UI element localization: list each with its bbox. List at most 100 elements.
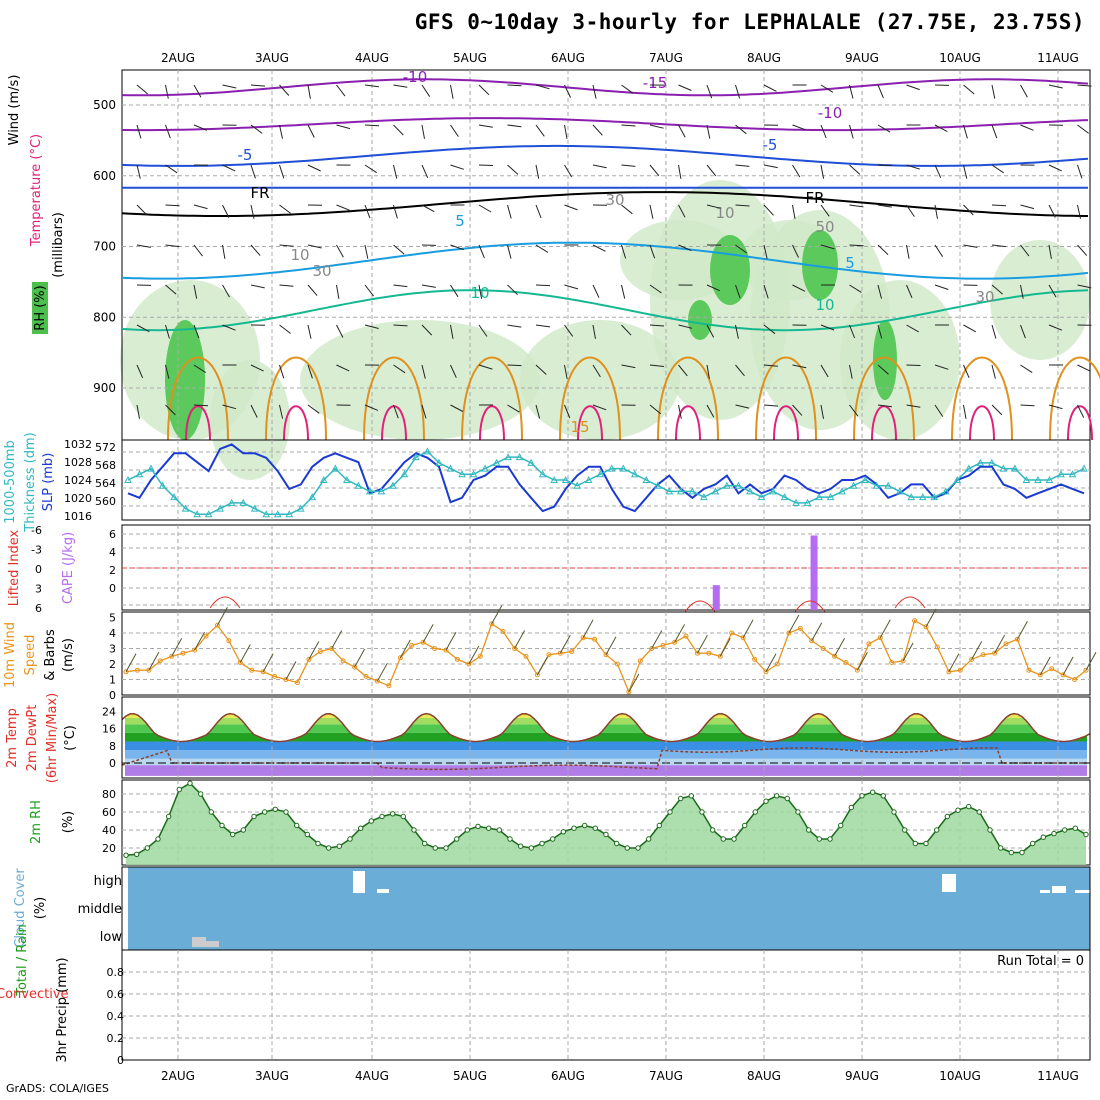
wind-barb [1020,324,1026,339]
wind-barb [592,284,600,298]
thickness-marker [573,481,582,489]
rh-marker [358,825,364,831]
surface-wind-barb [468,645,480,665]
rh-panel: 80 60 40 20 2m RH (%) [29,779,1091,866]
thickness-marker [216,504,224,512]
wind-barb [250,164,256,179]
wind-speed-marker [592,636,598,642]
wind-barb [279,204,292,214]
wind-barb [621,204,633,215]
surface-wind-barb [514,630,526,649]
rh-marker [838,822,844,829]
contour-label: FR [805,189,824,207]
wind-barb [1077,164,1083,179]
wind-barb [649,324,665,327]
wind-barb [792,124,806,131]
wind-speed-marker [820,646,826,651]
wind-barb [877,84,884,99]
thickness-marker [204,510,213,518]
wind-barb [820,364,829,378]
thickness-marker [366,487,374,495]
thickness-marker [769,487,777,495]
wind-speed-marker [614,661,620,667]
panel-frame [121,439,1091,521]
wind-barb [849,164,861,175]
wind-barb [906,244,910,259]
run-total: Run Total = 0 [997,954,1084,969]
thickness-marker [884,481,893,489]
cloud-gap [1040,890,1050,893]
thickness-marker [688,487,697,495]
wind-barb [706,364,710,379]
wind-barb [792,164,801,178]
thickness-marker [412,453,420,461]
surface-wind-barb [674,624,686,643]
wind-barb [906,164,921,170]
surface-wind-barb [628,673,640,693]
rh-marker [422,840,428,847]
wind-barb [535,124,545,137]
precip-tick: 0.2 [107,1032,125,1045]
rh-shade [210,360,290,480]
slp-tick: 1028 [64,456,92,469]
wind-barb [1077,404,1085,418]
temp-band [125,724,1087,733]
wind-barb [307,404,320,414]
temp-contour-20 [675,405,701,441]
wind-tick: 1 [109,674,116,687]
wind-barb [706,84,713,99]
wind-barb [621,324,632,336]
rh-marker [752,809,758,815]
wind-speed-marker [157,658,163,664]
wind-speed-marker [317,649,323,655]
wind-speed-marker [854,667,860,673]
wind-speed-marker [1060,672,1066,678]
wind-barb [507,284,518,296]
wind-barb [136,364,144,379]
wind-barb [1048,404,1063,410]
wind-barb [735,284,741,299]
li-tick: 0 [35,563,42,576]
rh-marker [251,813,257,820]
thickness-marker [1011,464,1019,472]
wind-barb [307,364,313,379]
wind-speed-marker [180,650,186,656]
surface-wind-barb [948,653,960,673]
rh-marker [688,793,694,799]
rh-marker [742,822,748,829]
thickness-marker [446,464,455,472]
temp-band [125,765,1087,776]
ylabel-thickness-1: 1000-500mb [3,440,18,524]
wind-barb [792,404,803,416]
rh-marker [646,836,652,842]
temp-contour-15 [755,356,817,441]
surface-wind-barb [422,624,434,643]
rh-marker [902,827,908,833]
rh-marker [187,780,193,786]
wind-barb [792,364,807,369]
wind-speed-marker [923,624,929,630]
wind-speed-marker [717,653,723,659]
rh-marker [1062,827,1068,833]
wind-barb [421,84,431,97]
contour-label: 10 [815,296,834,314]
wind-speed-marker [569,649,575,655]
wind-barb [193,324,200,339]
wind-barb [1077,204,1081,219]
rh-marker [560,829,566,835]
wind-barb [193,244,203,257]
thickness-marker [377,487,386,495]
wind-barb [279,164,285,179]
wind-barb [649,404,662,415]
wind-barb [136,404,140,419]
thickness-marker [561,475,570,483]
thickness-marker [343,475,351,483]
wind-barb [649,204,654,219]
wind-speed-marker [409,642,415,648]
date-label-top: 10AUG [939,51,981,65]
wind-barb [877,124,891,133]
wind-barb [535,244,549,253]
wind-barb [250,364,264,372]
wind-barb [279,364,285,379]
wind-speed-marker [912,618,918,624]
